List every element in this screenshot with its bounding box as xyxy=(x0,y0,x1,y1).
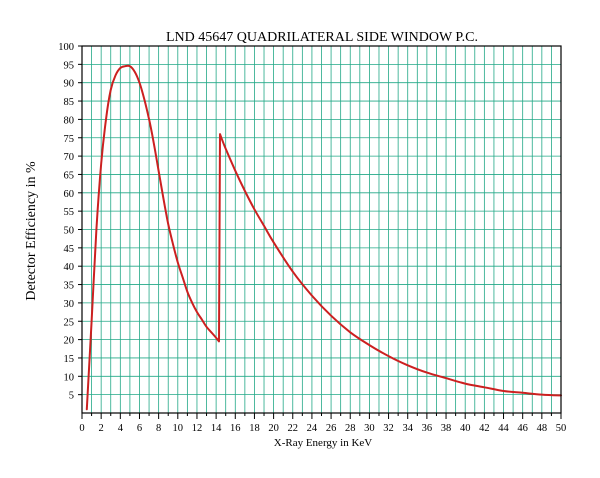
y-tick-label: 50 xyxy=(64,226,75,237)
x-tick-label: 18 xyxy=(249,423,260,434)
efficiency-curve xyxy=(85,64,562,411)
x-axis-label: X-Ray Energy in KeV xyxy=(274,437,373,449)
y-tick-label: 90 xyxy=(64,79,75,90)
x-tick-label: 20 xyxy=(268,423,279,434)
y-tick-label: 15 xyxy=(64,354,75,365)
grid xyxy=(82,46,561,413)
x-tick-label: 8 xyxy=(156,423,161,434)
x-tick-label: 50 xyxy=(556,423,567,434)
x-tick-label: 26 xyxy=(326,423,337,434)
plot-frame xyxy=(78,45,562,419)
x-tick-label: 22 xyxy=(288,423,299,434)
x-tick-label: 28 xyxy=(345,423,356,434)
x-tick-label: 48 xyxy=(537,423,548,434)
x-tick-label: 32 xyxy=(383,423,394,434)
y-tick-label: 65 xyxy=(64,170,75,181)
y-tick-label: 35 xyxy=(64,281,75,292)
x-tick-label: 34 xyxy=(402,423,413,434)
y-axis-label: Detector Efficiency in % xyxy=(24,161,39,301)
y-tick-label: 100 xyxy=(58,42,74,53)
x-tick-label: 24 xyxy=(307,423,318,434)
tick-labels: 0 2 4 6 8 10 12 14 16 18 20 22 24 26 28 30 32 34 36 38 40 42 4… xyxy=(58,42,566,434)
x-tick-label: 38 xyxy=(441,423,452,434)
y-tick-label: 40 xyxy=(64,262,75,273)
x-tick-label: 40 xyxy=(460,423,471,434)
y-tick-label: 70 xyxy=(64,152,75,163)
curve-layer xyxy=(85,64,562,411)
y-tick-label: 45 xyxy=(64,244,75,255)
chart-title: LND 45647 QUADRILATERAL SIDE WINDOW P.C. xyxy=(166,30,478,45)
y-tick-label: 25 xyxy=(64,317,75,328)
y-tick-label: 55 xyxy=(64,207,75,218)
x-tick-label: 46 xyxy=(517,423,528,434)
x-tick-label: 12 xyxy=(192,423,203,434)
x-tick-label: 44 xyxy=(498,423,509,434)
x-tick-label: 10 xyxy=(173,423,184,434)
y-tick-label: 5 xyxy=(69,391,74,402)
x-tick-label: 30 xyxy=(364,423,375,434)
y-tick-label: 30 xyxy=(64,299,75,310)
y-tick-label: 85 xyxy=(64,97,75,108)
y-tick-label: 95 xyxy=(64,60,75,71)
y-tick-label: 75 xyxy=(64,134,75,145)
y-tick-label: 60 xyxy=(64,189,75,200)
y-tick-label: 80 xyxy=(64,115,75,126)
x-tick-label: 42 xyxy=(479,423,490,434)
x-tick-label: 14 xyxy=(211,423,222,434)
x-tick-label: 16 xyxy=(230,423,241,434)
x-tick-label: 2 xyxy=(99,423,104,434)
x-tick-label: 6 xyxy=(137,423,142,434)
y-tick-label: 10 xyxy=(64,372,75,383)
y-tick-label: 20 xyxy=(64,336,75,347)
x-tick-label: 4 xyxy=(118,423,124,434)
x-tick-label: 0 xyxy=(79,423,84,434)
x-tick-label: 36 xyxy=(422,423,433,434)
